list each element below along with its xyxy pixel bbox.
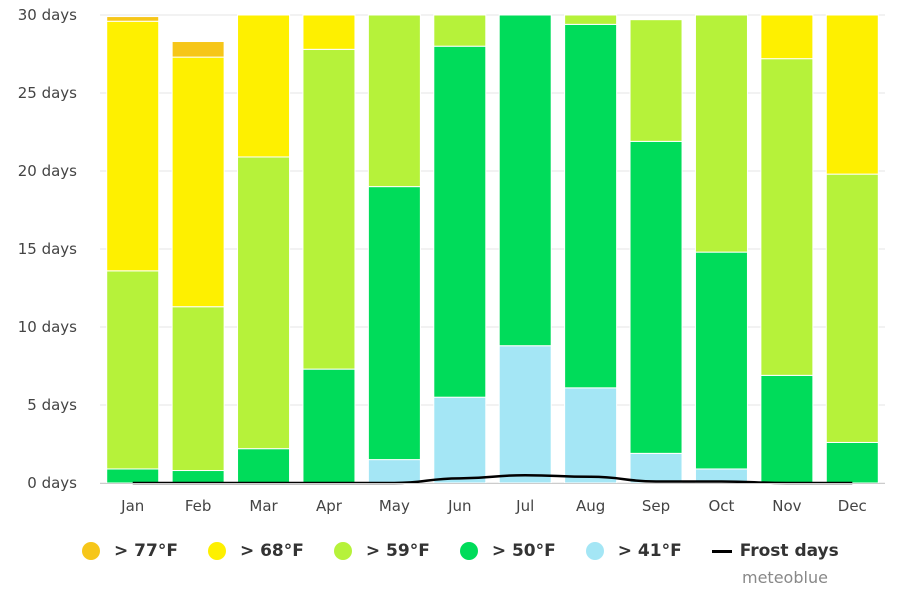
x-axis: Jan Feb Mar Apr May Jun Jul Aug Sep Oct Nov Dec — [100, 483, 885, 515]
legend-dot-swatch — [207, 542, 226, 560]
legend-label: > 41°F — [617, 541, 682, 561]
bar-segment — [760, 58, 814, 376]
bar-segment — [433, 396, 487, 484]
stacked-bar-chart: 0 days 5 days 10 days 15 days 20 days 25 days… — [18, 6, 885, 515]
legend-label: > 50°F — [491, 541, 556, 561]
y-tick-label: 25 days — [18, 84, 77, 102]
x-tick-label: Apr — [316, 497, 343, 515]
bar-segment — [171, 41, 225, 58]
legend-label: > 77°F — [114, 541, 178, 561]
bar-segment — [694, 251, 748, 470]
x-tick-label: Nov — [772, 497, 801, 515]
legend-dot-swatch — [333, 542, 352, 560]
x-tick-label: Aug — [576, 497, 605, 515]
bar-segment — [694, 14, 748, 253]
bar-segment — [171, 470, 225, 484]
bar-segment — [171, 56, 225, 308]
bar-segment — [106, 468, 160, 484]
legend: > 77°F > 68°F > 59°F > 50°F > 41°F Frost days — [82, 541, 869, 561]
y-tick-label: 20 days — [18, 162, 77, 180]
legend-item[interactable]: > 77°F — [82, 541, 178, 561]
bar-segment — [564, 387, 618, 484]
bar-segment — [629, 140, 683, 454]
legend-label: > 59°F — [365, 541, 430, 561]
y-tick-label: 15 days — [18, 240, 77, 258]
bar-segment — [237, 156, 291, 450]
bar-segment — [302, 368, 356, 484]
legend-dot-swatch — [82, 542, 100, 560]
x-tick-label: Jun — [447, 497, 471, 515]
legend-line-swatch — [711, 549, 732, 553]
x-tick-label: Oct — [708, 497, 734, 515]
x-tick-label: Jan — [120, 497, 144, 515]
y-tick-label: 30 days — [18, 6, 77, 24]
legend-item[interactable]: > 59°F — [333, 541, 430, 561]
bar-segment — [498, 345, 552, 484]
bar-segment — [367, 14, 421, 188]
bar-segment — [825, 441, 879, 484]
bar-segment — [302, 48, 356, 370]
x-tick-label: Sep — [642, 497, 670, 515]
bar-segment — [629, 19, 683, 142]
y-axis-ticks: 0 days 5 days 10 days 15 days 20 days 25 days… — [18, 6, 77, 492]
legend-item[interactable]: > 41°F — [585, 541, 682, 561]
bar-segment — [825, 173, 879, 443]
bar-segment — [433, 45, 487, 398]
legend-item[interactable]: > 50°F — [459, 541, 556, 561]
bar-segment — [433, 14, 487, 47]
bar-segment — [564, 14, 618, 25]
bar-segment — [564, 23, 618, 389]
legend-label: Frost days — [739, 541, 839, 561]
bar-segment — [760, 14, 814, 60]
bar-segment — [302, 14, 356, 50]
x-tick-label: May — [379, 497, 410, 515]
legend-item[interactable]: > 68°F — [207, 541, 304, 561]
bar-segment — [760, 374, 814, 484]
bar-segment — [367, 186, 421, 461]
x-tick-label: Mar — [249, 497, 278, 515]
bar-segment — [367, 459, 421, 484]
bar-segment — [106, 16, 160, 22]
y-tick-label: 10 days — [18, 318, 77, 336]
grid-lines — [100, 14, 885, 484]
x-tick-label: Jul — [515, 497, 534, 515]
y-tick-label: 0 days — [27, 474, 77, 492]
x-tick-label: Dec — [838, 497, 867, 515]
bars — [106, 14, 879, 484]
bar-segment — [237, 14, 291, 158]
bar-segment — [106, 270, 160, 470]
legend-item[interactable]: Frost days — [711, 541, 839, 561]
x-tick-label: Feb — [185, 497, 212, 515]
bar-segment — [825, 14, 879, 175]
legend-label: > 68°F — [239, 541, 304, 561]
bar-segment — [237, 448, 291, 484]
bar-segment — [106, 20, 160, 272]
legend-dot-swatch — [459, 542, 478, 560]
y-tick-label: 5 days — [27, 396, 77, 414]
bar-segment — [171, 306, 225, 472]
legend-dot-swatch — [585, 542, 604, 560]
bar-segment — [498, 14, 552, 347]
credit-text: meteoblue — [742, 568, 828, 587]
bar-segment — [629, 452, 683, 484]
